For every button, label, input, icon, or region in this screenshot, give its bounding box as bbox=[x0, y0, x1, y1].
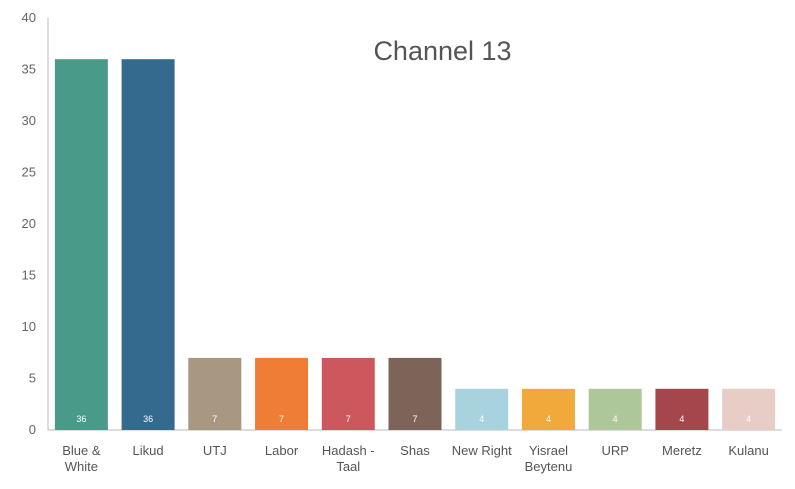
x-tick-label-line: Beytenu bbox=[525, 459, 573, 474]
x-tick-label-line: Hadash - bbox=[322, 443, 375, 458]
x-tick-label: Kulanu bbox=[728, 443, 768, 458]
x-tick-label: Hadash -Taal bbox=[322, 443, 375, 474]
x-tick-label-line: Kulanu bbox=[728, 443, 768, 458]
data-label: 4 bbox=[746, 414, 751, 424]
y-tick-label: 10 bbox=[22, 319, 36, 334]
x-tick-label: Likud bbox=[133, 443, 164, 458]
x-tick-label: Blue & White bbox=[62, 443, 101, 474]
x-tick-label-line: New Right bbox=[452, 443, 512, 458]
data-label: 7 bbox=[412, 414, 417, 424]
bar bbox=[255, 357, 309, 430]
x-tick-label-line: Taal bbox=[336, 459, 360, 474]
x-tick-label: Shas bbox=[400, 443, 430, 458]
bar bbox=[388, 357, 442, 430]
x-tick-label-line: Labor bbox=[265, 443, 299, 458]
y-tick-label: 30 bbox=[22, 113, 36, 128]
data-label: 7 bbox=[212, 414, 217, 424]
x-tick-label-line: White bbox=[65, 459, 98, 474]
y-tick-label: 40 bbox=[22, 10, 36, 25]
x-tick-label-line: Shas bbox=[400, 443, 430, 458]
bar bbox=[722, 388, 776, 430]
x-tick-label: UTJ bbox=[203, 443, 227, 458]
bar bbox=[588, 388, 642, 430]
bar bbox=[121, 59, 175, 430]
x-tick-label-line: Yisrael bbox=[529, 443, 568, 458]
x-tick-label-line: URP bbox=[601, 443, 628, 458]
y-tick-label: 5 bbox=[29, 371, 36, 386]
bar bbox=[655, 388, 709, 430]
bar bbox=[188, 357, 242, 430]
x-tick-label-line: UTJ bbox=[203, 443, 227, 458]
data-label: 7 bbox=[279, 414, 284, 424]
data-label: 4 bbox=[479, 414, 484, 424]
x-tick-label: Meretz bbox=[662, 443, 702, 458]
data-label: 4 bbox=[546, 414, 551, 424]
bar bbox=[54, 59, 108, 430]
x-tick-label-line: Likud bbox=[133, 443, 164, 458]
x-tick-label: Yisrael Beytenu bbox=[525, 443, 573, 474]
x-tick-label-line: Blue & bbox=[62, 443, 101, 458]
y-tick-label: 35 bbox=[22, 62, 36, 77]
data-label: 7 bbox=[346, 414, 351, 424]
data-label: 36 bbox=[143, 414, 153, 424]
data-label: 4 bbox=[679, 414, 684, 424]
chart-title: Channel 13 bbox=[373, 36, 512, 66]
y-tick-label: 0 bbox=[29, 422, 36, 437]
x-tick-label: URP bbox=[601, 443, 628, 458]
x-tick-label: Labor bbox=[265, 443, 299, 458]
y-tick-label: 15 bbox=[22, 268, 36, 283]
y-tick-label: 20 bbox=[22, 216, 36, 231]
bar bbox=[455, 388, 509, 430]
x-tick-label-line: Meretz bbox=[662, 443, 702, 458]
y-tick-label: 25 bbox=[22, 165, 36, 180]
bar bbox=[321, 357, 375, 430]
data-label: 4 bbox=[613, 414, 618, 424]
data-label: 36 bbox=[76, 414, 86, 424]
x-tick-label: New Right bbox=[452, 443, 512, 458]
bar bbox=[521, 388, 575, 430]
